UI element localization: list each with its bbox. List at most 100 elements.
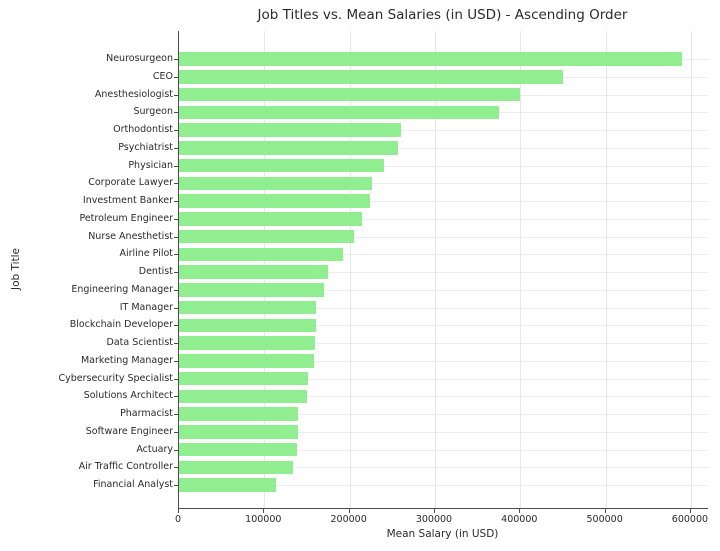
y-tick-label: Solutions Architect	[83, 390, 173, 402]
x-tick-label: 300000	[415, 514, 453, 525]
y-tick-label: Cybersecurity Specialist	[58, 372, 173, 384]
y-axis-label: Job Title	[10, 247, 22, 291]
bar	[179, 354, 314, 368]
bar	[179, 247, 343, 261]
x-tick	[263, 509, 265, 513]
y-tick	[174, 289, 178, 291]
x-tick	[689, 509, 691, 513]
y-tick-label: Orthodontist	[113, 124, 173, 135]
y-tick-label: Investment Banker	[82, 195, 173, 206]
category-gridline	[179, 325, 708, 327]
y-tick	[174, 485, 178, 486]
category-gridline	[179, 272, 708, 273]
y-tick	[174, 325, 178, 327]
bar	[179, 123, 401, 137]
y-tick	[174, 94, 178, 96]
x-tick	[604, 509, 606, 513]
category-gridline	[179, 449, 708, 451]
y-tick-label: Nurse Anesthetist	[88, 230, 173, 242]
bar	[179, 87, 521, 102]
y-tick	[174, 254, 178, 256]
category-gridline	[179, 343, 708, 344]
y-tick	[174, 236, 178, 238]
bar	[179, 265, 329, 279]
y-tick	[174, 467, 178, 469]
y-tick-label: Neurosurgeon	[106, 53, 173, 64]
category-gridline	[179, 165, 708, 167]
x-tick-label: 100000	[245, 514, 282, 525]
category-gridline	[179, 254, 708, 256]
value-gridline	[434, 31, 436, 508]
y-tick-label: Dentist	[138, 266, 173, 277]
y-tick-label: Psychiatrist	[118, 141, 173, 153]
value-gridline	[520, 31, 522, 508]
y-tick-label: Engineering Manager	[71, 283, 173, 295]
bar	[179, 52, 683, 66]
y-tick	[174, 112, 178, 114]
bar	[179, 460, 294, 474]
category-gridline	[179, 467, 708, 469]
y-tick-label: IT Manager	[119, 301, 173, 313]
category-gridline	[179, 183, 708, 185]
y-tick	[174, 76, 178, 78]
bar	[179, 336, 315, 350]
bar	[179, 442, 297, 457]
x-tick-label: 600000	[671, 514, 709, 525]
y-tick	[174, 431, 178, 433]
x-tick-label: 500000	[586, 514, 623, 525]
bar	[179, 105, 499, 119]
y-tick-label: Actuary	[136, 443, 173, 455]
y-tick-label: Corporate Lawyer	[88, 177, 173, 189]
bar	[179, 176, 372, 190]
y-tick	[174, 165, 178, 167]
bar	[179, 318, 316, 332]
category-gridline	[179, 396, 708, 398]
y-tick-label: Data Scientist	[106, 337, 174, 348]
y-tick-label: Pharmacist	[120, 408, 173, 419]
category-gridline	[179, 360, 708, 362]
category-gridline	[179, 431, 708, 433]
bar	[179, 229, 354, 244]
bar	[179, 158, 384, 173]
category-gridline	[179, 236, 708, 238]
category-gridline	[179, 414, 708, 415]
x-tick	[348, 509, 350, 513]
category-gridline	[179, 289, 708, 291]
category-gridline	[179, 218, 708, 220]
bar	[179, 478, 277, 492]
y-tick	[174, 59, 178, 60]
category-gridline	[179, 147, 708, 149]
chart-title: Job Titles vs. Mean Salaries (in USD) - …	[257, 7, 628, 23]
category-gridline	[179, 201, 708, 202]
y-tick-label: Air Traffic Controller	[78, 461, 173, 473]
bar	[179, 194, 371, 208]
bar	[179, 425, 298, 439]
x-axis-label: Mean Salary (in USD)	[386, 528, 499, 540]
y-tick	[174, 360, 178, 362]
y-tick-label: Anesthesiologist	[94, 88, 173, 100]
y-tick	[174, 272, 178, 273]
y-tick	[174, 449, 178, 451]
x-tick	[433, 509, 435, 513]
y-tick-label: Physician	[128, 159, 173, 171]
y-tick	[174, 201, 178, 202]
y-tick	[174, 307, 178, 309]
y-tick-label: Petroleum Engineer	[79, 212, 173, 224]
bar	[179, 141, 399, 155]
value-gridline	[605, 31, 607, 508]
y-tick	[174, 183, 178, 185]
y-tick-label: Surgeon	[133, 106, 174, 118]
y-tick	[174, 147, 178, 149]
y-tick-label: Financial Analyst	[93, 479, 173, 490]
y-tick	[174, 130, 178, 131]
category-gridline	[179, 307, 708, 309]
bar	[179, 300, 317, 315]
value-gridline	[349, 31, 351, 508]
y-tick-label: Software Engineer	[85, 425, 173, 437]
y-tick	[174, 396, 178, 398]
category-gridline	[179, 485, 708, 486]
plot-area	[178, 31, 708, 509]
x-tick	[519, 509, 521, 513]
y-tick	[174, 414, 178, 415]
